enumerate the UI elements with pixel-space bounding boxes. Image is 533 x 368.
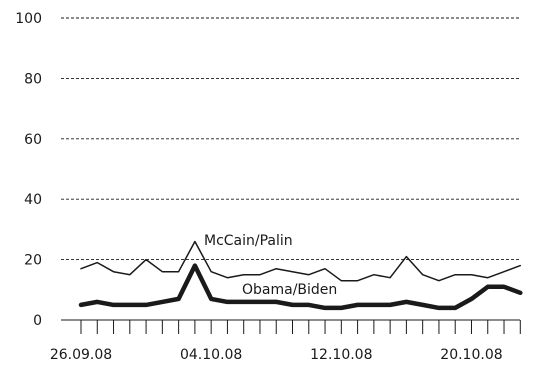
y-tick-label: 80	[24, 71, 42, 87]
series-line-mccain-palin	[80, 240, 522, 282]
x-tick-label: 20.10.08	[440, 347, 502, 363]
x-tick-label: 26.09.08	[50, 347, 112, 363]
series-label: McCain/Palin	[204, 233, 293, 249]
y-tick-label: 20	[24, 253, 42, 269]
series-lines	[78, 240, 523, 311]
gridlines	[61, 17, 520, 321]
series-line-obama-biden	[78, 263, 523, 311]
x-axis: 26.09.08 04.10.08 12.10.08 20.10.08	[50, 320, 521, 363]
y-tick-label: 100	[15, 11, 42, 27]
x-tick-label: 04.10.08	[180, 347, 242, 363]
y-tick-label: 40	[24, 192, 42, 208]
series-labels: McCain/Palin Obama/Biden	[204, 233, 337, 298]
y-tick-label: 60	[24, 132, 42, 148]
series-label: Obama/Biden	[242, 282, 337, 298]
y-tick-label: 0	[33, 313, 42, 329]
x-tick-label: 12.10.08	[310, 347, 372, 363]
y-axis: 0 20 40 60 80 100	[15, 11, 42, 329]
